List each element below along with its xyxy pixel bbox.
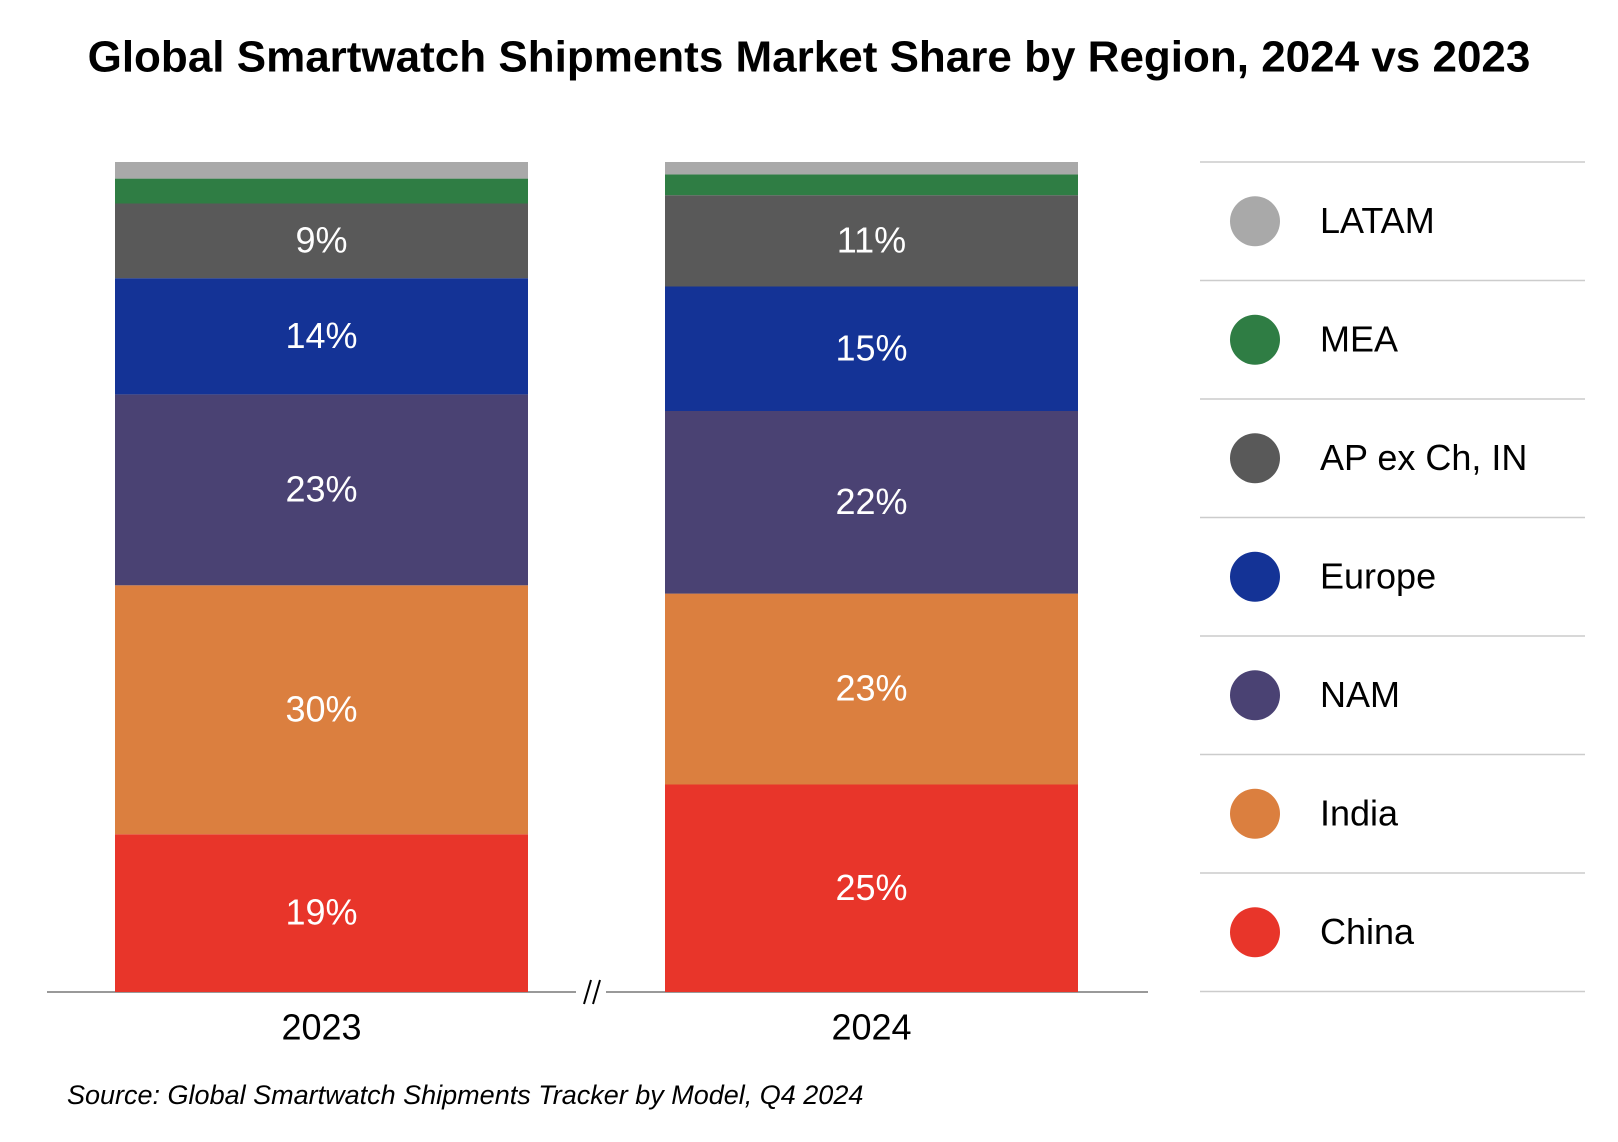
bar-segment bbox=[115, 278, 528, 395]
legend-swatch bbox=[1230, 433, 1280, 484]
data-label: 11% bbox=[837, 219, 906, 260]
axis-break bbox=[592, 979, 601, 1005]
bar-segment bbox=[665, 174, 1078, 196]
data-label: 9% bbox=[295, 219, 347, 260]
source-note: Source: Global Smartwatch Shipments Trac… bbox=[67, 1080, 863, 1110]
data-label: 19% bbox=[285, 892, 357, 933]
legend-swatch bbox=[1230, 788, 1280, 839]
bar-segment bbox=[665, 195, 1078, 287]
bar-segment bbox=[115, 394, 528, 586]
bar-segment bbox=[115, 203, 528, 279]
legend-label: China bbox=[1320, 911, 1415, 952]
legend-label: LATAM bbox=[1320, 200, 1435, 241]
legend-swatch bbox=[1230, 196, 1280, 247]
data-label: 15% bbox=[835, 327, 907, 368]
bar-segment bbox=[115, 585, 528, 835]
chart-title: Global Smartwatch Shipments Market Share… bbox=[88, 33, 1531, 82]
legend-label: Europe bbox=[1320, 555, 1436, 596]
bar-segment bbox=[665, 411, 1078, 594]
legend-swatch bbox=[1230, 314, 1280, 365]
bar-segment bbox=[665, 593, 1078, 785]
bar-segment bbox=[115, 162, 528, 179]
data-label: 14% bbox=[285, 315, 357, 356]
bar-segment bbox=[665, 784, 1078, 992]
legend-label: NAM bbox=[1320, 674, 1400, 715]
data-label: 30% bbox=[285, 688, 357, 729]
data-label: 25% bbox=[835, 867, 907, 908]
bar-segment bbox=[665, 162, 1078, 175]
x-tick-label: 2023 bbox=[281, 1007, 361, 1048]
legend-label: MEA bbox=[1320, 318, 1398, 359]
data-label: 22% bbox=[835, 481, 907, 522]
bar-segment bbox=[115, 178, 528, 204]
legend-swatch bbox=[1230, 670, 1280, 721]
data-label: 23% bbox=[285, 468, 357, 509]
data-label: 23% bbox=[835, 668, 907, 709]
bar-segment bbox=[115, 834, 528, 992]
legend-label: India bbox=[1320, 792, 1399, 833]
legend-label: AP ex Ch, IN bbox=[1320, 437, 1527, 478]
bar-segment bbox=[665, 286, 1078, 411]
legend-swatch bbox=[1230, 551, 1280, 602]
legend-swatch bbox=[1230, 907, 1280, 958]
axis-break bbox=[583, 979, 592, 1005]
x-tick-label: 2024 bbox=[831, 1007, 911, 1048]
